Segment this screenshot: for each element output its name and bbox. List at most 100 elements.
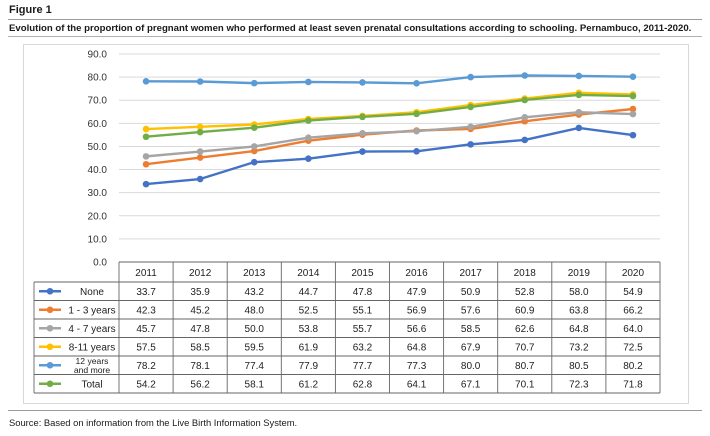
y-tick-label: 30.0 [88,188,108,199]
legend-key-marker [46,324,54,332]
data-point [359,129,366,137]
chart-frame [23,44,689,404]
data-point [575,91,583,99]
y-tick-label: 50.0 [88,142,108,153]
data-point [305,78,312,86]
data-label: 42.3 [136,305,156,316]
data-point [467,123,474,131]
data-point [305,134,312,141]
data-point [359,113,366,121]
data-label: 80.7 [515,361,535,372]
gridlines [119,53,660,240]
data-point [250,143,258,150]
data-label: 54.9 [623,287,643,298]
data-point [250,158,258,166]
x-tick-label: 2013 [243,268,266,279]
x-tick-label: 2018 [514,268,537,279]
x-tick-label: 2012 [189,268,212,279]
data-point [629,110,637,118]
data-label: 67.1 [461,379,481,390]
data-point [142,125,150,133]
legend-label: 12 years [76,356,109,366]
data-point [305,117,312,124]
data-point [467,141,474,148]
legend-label: None [80,287,104,298]
data-point [359,148,366,155]
data-label: 45.7 [136,324,156,335]
legend-key-marker [46,306,54,314]
legend-label: 4 - 7 years [68,324,115,335]
data-point [142,160,150,168]
data-point [250,124,258,132]
data-label: 57.6 [461,305,481,316]
data-label: 66.2 [623,305,643,316]
data-point [196,148,204,155]
legend-key-marker [46,343,54,351]
data-label: 45.2 [190,305,210,316]
y-tick-label: 90.0 [88,50,108,61]
data-label: 56.9 [407,305,427,316]
data-point [413,110,420,118]
data-label: 78.2 [136,361,156,372]
data-point [196,154,204,161]
data-label: 62.8 [353,379,373,390]
data-label: 58.0 [569,287,589,298]
data-label: 63.8 [569,305,589,316]
x-tick-label: 2020 [622,268,645,279]
data-point [305,155,312,162]
data-point [575,124,583,132]
data-point [413,127,420,135]
top-divider [8,19,702,20]
y-tick-label: 10.0 [88,234,108,245]
data-label: 47.8 [190,324,210,335]
legend-key-marker [46,380,54,388]
x-tick-label: 2014 [297,268,320,279]
data-label: 47.9 [407,287,427,298]
data-point [413,80,420,87]
data-label: 71.8 [623,379,643,390]
data-label: 44.7 [299,287,319,298]
series-line [146,74,633,85]
data-label: 35.9 [190,287,210,298]
data-label: 61.2 [299,379,319,390]
data-point [467,73,474,81]
data-label: 72.3 [569,379,589,390]
data-point [142,77,150,85]
data-point [575,72,583,80]
data-point [629,131,637,139]
data-point [629,105,637,113]
data-label: 77.7 [353,361,373,372]
data-point [413,147,420,155]
figure-label: Figure 1 [9,4,52,16]
data-label: 43.2 [245,287,265,298]
data-label: 80.5 [569,361,589,372]
data-point [196,78,204,85]
legend-label: and more [74,365,111,375]
data-point [467,103,474,111]
data-point [142,133,150,141]
data-point [521,72,529,79]
data-label: 70.1 [515,379,535,390]
x-tick-label: 2017 [460,268,483,279]
data-point [629,73,637,80]
data-label: 52.8 [515,287,535,298]
x-tick-label: 2015 [351,268,374,279]
data-label: 64.8 [569,324,589,335]
data-label: 73.2 [569,342,589,353]
data-label: 55.7 [353,324,373,335]
data-point [196,175,204,183]
data-label: 53.8 [299,324,319,335]
y-tick-label: 20.0 [88,211,108,222]
series-line [145,93,633,138]
data-point [521,114,529,121]
data-label: 72.5 [623,342,643,353]
data-label: 56.6 [407,324,427,335]
y-tick-label: 0.0 [93,258,107,269]
data-point [521,136,529,144]
data-label: 80.2 [623,361,643,372]
series-markers [142,72,637,188]
legend-label: 8-11 years [69,342,116,353]
series-line [145,91,633,131]
series-lines [145,74,634,186]
data-point [142,153,150,160]
